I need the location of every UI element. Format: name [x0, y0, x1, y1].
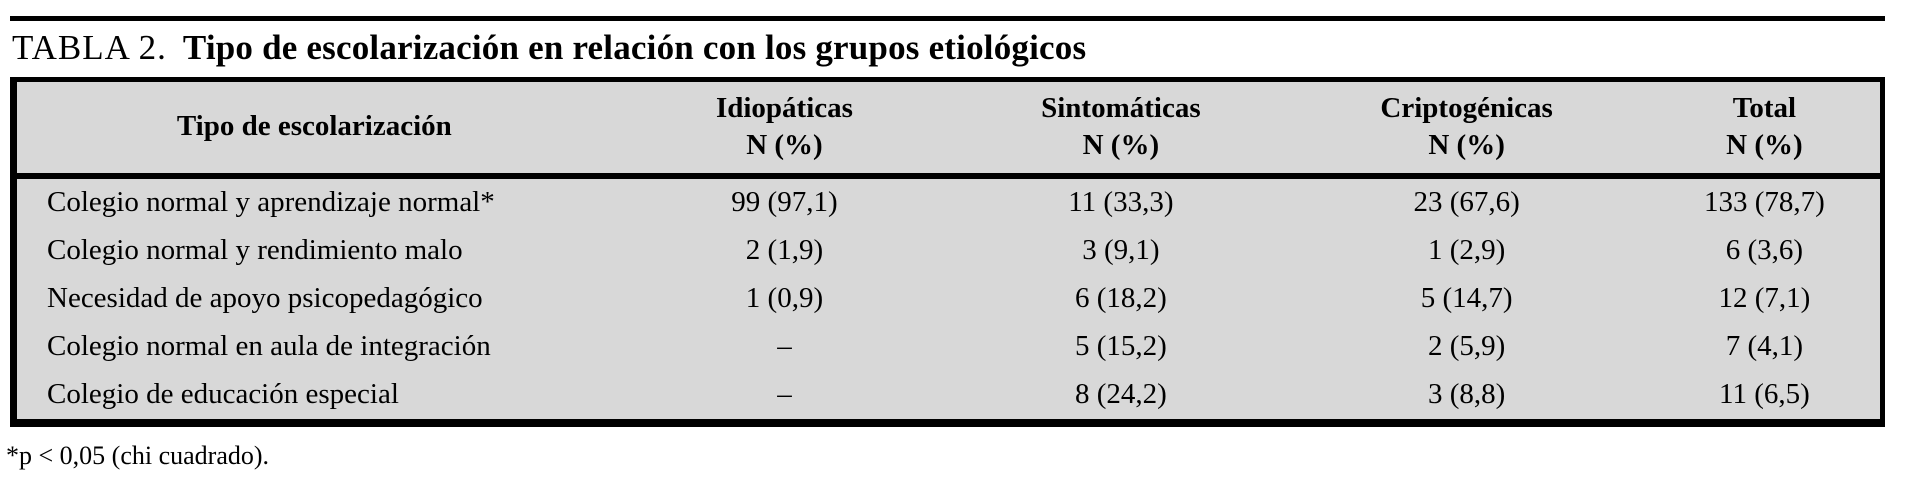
table-number-label: TABLA 2.: [12, 28, 167, 67]
header-sublabel: N (%): [1082, 128, 1160, 161]
value-cell: 99 (97,1): [731, 186, 838, 219]
value-cell: 5 (14,7): [1420, 282, 1513, 315]
table-caption: TABLA 2. Tipo de escolarización en relaci…: [12, 21, 1885, 77]
header-label: Idiopáticas: [715, 92, 853, 125]
value-cell: 1 (0,9): [745, 282, 824, 315]
header-sintomaticas: Sintomáticas N (%): [957, 79, 1285, 179]
header-total: Total N (%): [1648, 79, 1883, 179]
row-label-cell: Colegio normal en aula de integración: [47, 330, 491, 363]
table-header: Tipo de escolarización Idiopáticas N (%)…: [13, 79, 1883, 179]
header-label: Criptogénicas: [1380, 92, 1553, 125]
table-row: Colegio normal en aula de integración – …: [14, 323, 1883, 371]
header-criptogenicas: Criptogénicas N (%): [1284, 79, 1649, 179]
table-title-text: Tipo de escolarización en relación con l…: [182, 28, 1087, 67]
value-cell: 6 (3,6): [1725, 234, 1804, 267]
value-cell: 11 (6,5): [1719, 378, 1810, 411]
value-cell: 12 (7,1): [1718, 282, 1811, 315]
header-sublabel: N (%): [1428, 128, 1505, 161]
table-row: Colegio normal y rendimiento malo 2 (1,9…: [14, 227, 1883, 275]
header-sublabel: N (%): [1726, 128, 1803, 161]
value-cell: 3 (9,1): [1082, 234, 1160, 267]
table-row: Colegio normal y aprendizaje normal* 99 …: [14, 176, 1883, 227]
header-idiopaticas: Idiopáticas N (%): [611, 79, 958, 179]
title-top-rule: [10, 16, 1885, 21]
value-cell: 7 (4,1): [1725, 330, 1804, 363]
table-body: Colegio normal y aprendizaje normal* 99 …: [14, 176, 1883, 423]
value-cell: 8 (24,2): [1074, 378, 1167, 411]
value-cell: 5 (15,2): [1074, 330, 1167, 363]
value-cell: 2 (1,9): [745, 234, 824, 267]
header-sublabel: N (%): [746, 128, 823, 161]
value-cell: 11 (33,3): [1068, 186, 1174, 219]
header-label: Tipo de escolarización: [176, 110, 452, 143]
value-cell: 6 (18,2): [1074, 282, 1167, 315]
value-cell: 133 (78,7): [1704, 186, 1825, 219]
header-tipo-escolarizacion: Tipo de escolarización: [13, 79, 612, 179]
header-row: Tipo de escolarización Idiopáticas N (%)…: [13, 79, 1883, 179]
header-label: Total: [1732, 92, 1797, 125]
row-label-cell: Colegio de educación especial: [47, 378, 399, 411]
value-cell: 2 (5,9): [1427, 330, 1506, 363]
row-label-cell: Colegio normal y rendimiento malo: [47, 234, 463, 267]
escolarizacion-table: Tipo de escolarización Idiopáticas N (%)…: [10, 77, 1885, 427]
table-row: Necesidad de apoyo psicopedagógico 1 (0,…: [14, 275, 1883, 323]
value-cell: –: [777, 330, 792, 363]
table-row: Colegio de educación especial – 8 (24,2)…: [14, 371, 1883, 423]
value-cell: 3 (8,8): [1427, 378, 1506, 411]
header-label: Sintomáticas: [1041, 92, 1201, 125]
table-footnote: *p < 0,05 (chi cuadrado).: [6, 440, 270, 470]
value-cell: 23 (67,6): [1413, 186, 1520, 219]
row-label-cell: Colegio normal y aprendizaje normal*: [47, 186, 495, 219]
value-cell: –: [777, 378, 792, 411]
value-cell: 1 (2,9): [1427, 234, 1506, 267]
row-label-cell: Necesidad de apoyo psicopedagógico: [47, 282, 483, 315]
